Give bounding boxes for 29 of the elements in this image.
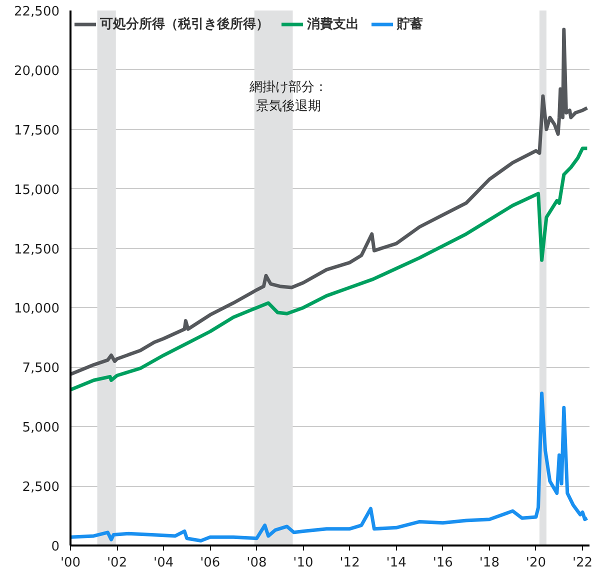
x-tick-label: '06: [200, 556, 220, 570]
y-tick-label: 5,000: [22, 420, 60, 436]
y-tick-label: 20,000: [14, 64, 60, 79]
annotation: 網掛け部分：: [248, 80, 328, 96]
y-tick-label: 0: [51, 540, 60, 554]
legend-label: 消費支出: [307, 16, 359, 33]
x-tick-label: '02: [106, 556, 128, 570]
annotation: 景気後退期: [256, 98, 321, 114]
legend-label: 貯蓄: [397, 16, 423, 33]
x-tick-label: '10: [293, 556, 314, 570]
x-tick-label: '12: [340, 556, 360, 570]
y-tick-label: 17,500: [14, 123, 60, 138]
x-tick-label: '08: [246, 556, 267, 570]
x-tick-label: '04: [154, 556, 174, 570]
y-tick-label: 12,500: [14, 242, 60, 258]
y-tick-label: 22,500: [14, 4, 60, 20]
x-tick-label: '18: [479, 556, 500, 570]
line-series: [70, 392, 589, 542]
line-series: [70, 146, 589, 392]
y-tick-label: 2,500: [22, 480, 60, 496]
legend-label: 可処分所得（税引き後所得）: [100, 16, 269, 33]
x-tick-label: '16: [432, 556, 453, 570]
y-tick-label: 10,000: [14, 302, 60, 317]
y-tick-label: 7,500: [22, 361, 60, 376]
x-tick-label: '14: [386, 556, 406, 570]
x-tick-label: '20: [526, 556, 546, 570]
y-tick-label: 15,000: [14, 182, 60, 198]
x-tick-label: '22: [572, 556, 593, 570]
x-tick-label: '00: [60, 556, 81, 570]
